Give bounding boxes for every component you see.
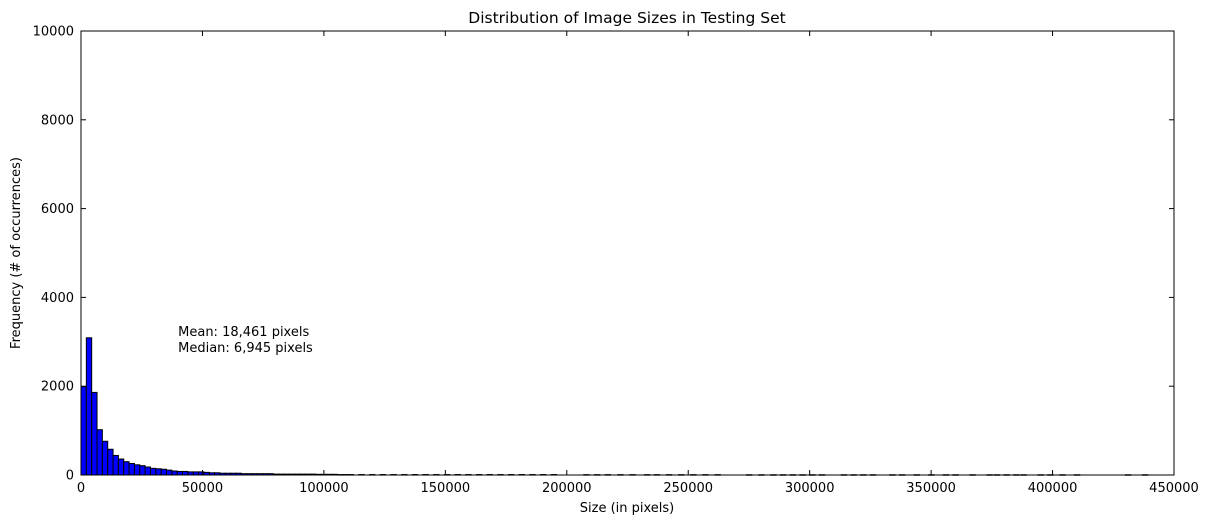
histogram-bar (107, 448, 114, 476)
chart-title: Distribution of Image Sizes in Testing S… (468, 9, 785, 27)
y-tick-label: 10000 (33, 25, 74, 40)
histogram-bar (128, 462, 135, 476)
x-tick-label: 0 (77, 481, 85, 496)
x-tick-label: 300000 (785, 481, 835, 496)
x-tick-label: 250000 (663, 481, 713, 496)
histogram-bar (171, 470, 178, 476)
y-tick-label: 6000 (41, 202, 74, 217)
histogram-bar (182, 470, 189, 476)
histogram-bar (80, 386, 87, 476)
x-tick-label: 400000 (1028, 481, 1078, 496)
x-axis-label: Size (in pixels) (580, 501, 675, 516)
histogram-bar (96, 429, 103, 476)
annotation-line: Median: 6,945 pixels (178, 341, 313, 356)
annotation-line: Mean: 18,461 pixels (178, 325, 309, 340)
y-tick-label: 2000 (41, 380, 74, 395)
x-tick-label: 350000 (906, 481, 956, 496)
x-tick-label: 50000 (182, 481, 223, 496)
histogram-bars (80, 337, 1149, 476)
histogram-bar (123, 461, 130, 476)
x-tick-label: 150000 (421, 481, 471, 496)
histogram-bar (133, 464, 141, 476)
histogram-bar (149, 467, 157, 476)
histogram-bar (160, 468, 167, 476)
x-tick-label: 450000 (1149, 481, 1199, 496)
histogram-bar (112, 454, 119, 476)
histogram-bar (176, 470, 184, 476)
histogram-bar (85, 337, 93, 476)
histogram-bar (139, 465, 146, 476)
x-axis-ticks: 0 50000 100000 150000 200000 250000 300000 3500… (77, 31, 1199, 496)
y-tick-label: 8000 (41, 113, 74, 128)
histogram-bar (101, 440, 109, 476)
plot-frame (80, 30, 1175, 476)
histogram-bar (91, 391, 98, 476)
y-tick-label: 4000 (41, 291, 74, 306)
histogram-bar (166, 469, 173, 476)
x-tick-label: 100000 (299, 481, 349, 496)
y-axis-ticks: 0 2000 4000 6000 8000 10000 (33, 25, 1174, 484)
histogram-bar (144, 466, 151, 476)
y-axis-label: Frequency (# of occurrences) (9, 157, 24, 349)
y-tick-label: 0 (66, 469, 74, 484)
histogram-bar (117, 458, 125, 476)
histogram-bar (155, 468, 162, 476)
x-tick-label: 200000 (542, 481, 592, 496)
